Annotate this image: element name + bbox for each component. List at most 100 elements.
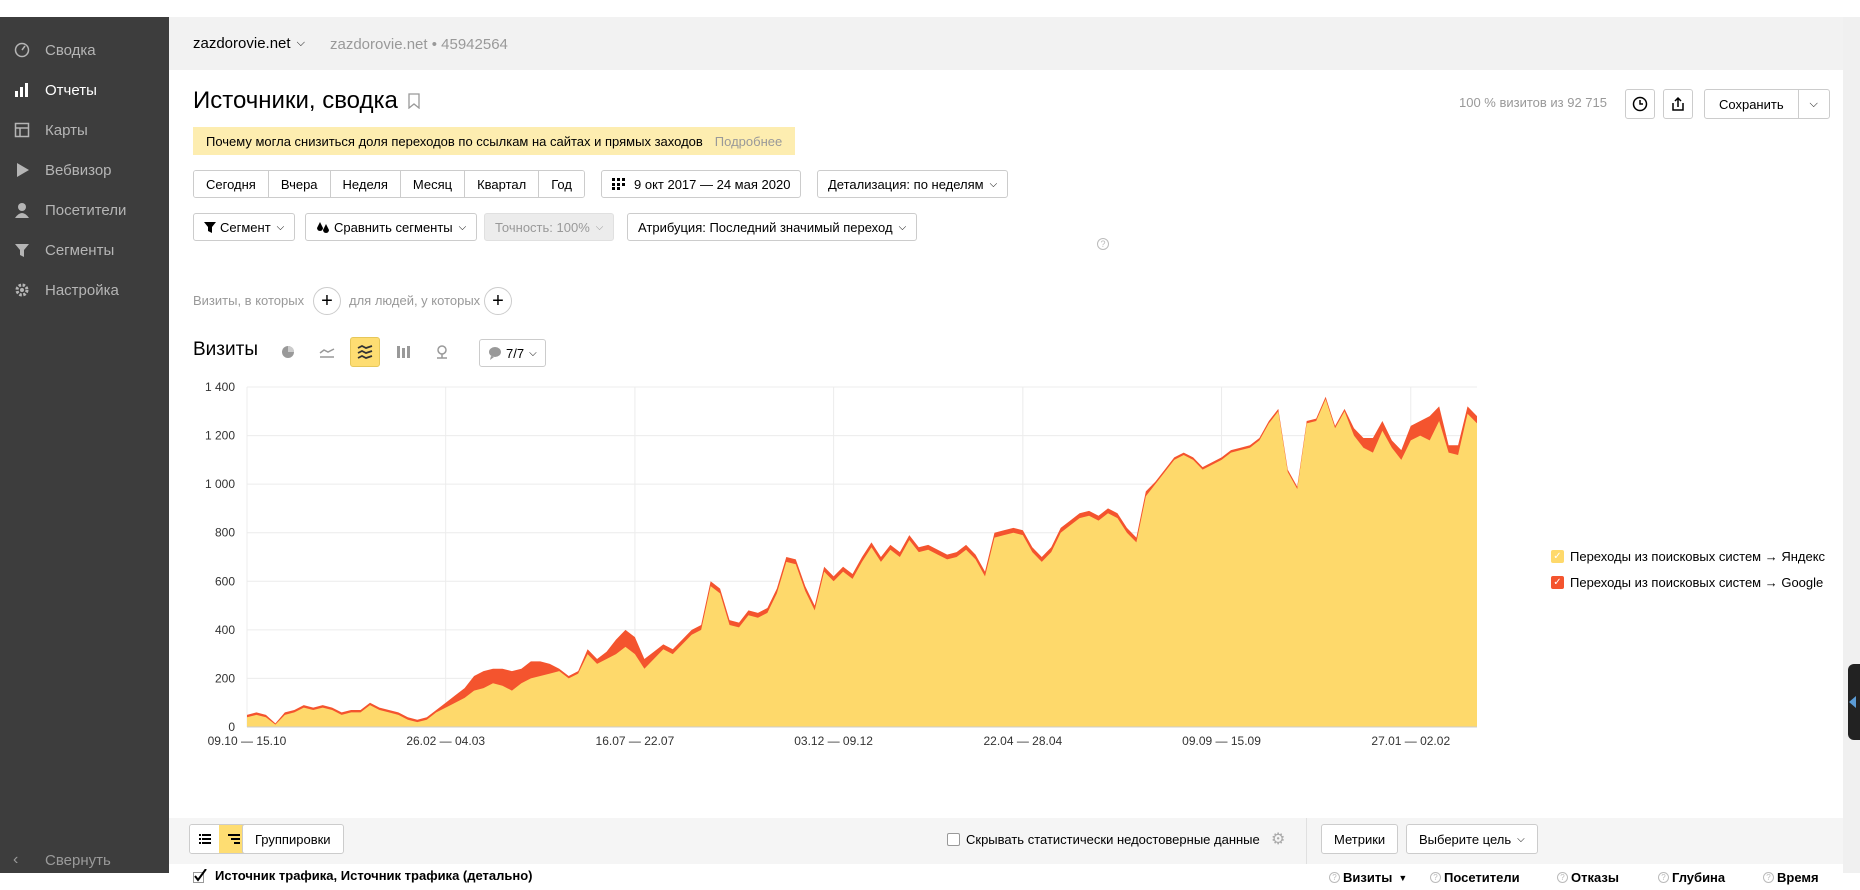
period-quarter[interactable]: Квартал [465,171,540,197]
bar-chart-view-button[interactable] [389,337,419,367]
add-people-condition-button[interactable]: + [484,287,512,315]
sidebar-item-label: Отчеты [45,81,97,99]
date-range-text: 9 окт 2017 — 24 мая 2020 [634,176,791,192]
info-banner-more-link[interactable]: Подробнее [714,133,783,149]
period-year[interactable]: Год [539,171,584,197]
notes-count: 7/7 [506,345,525,361]
map-pin-icon [437,345,447,359]
save-dropdown-button[interactable]: ⌵ [1799,98,1829,111]
chart-title: Визиты [193,339,258,360]
help-icon[interactable]: ? [1329,872,1340,883]
pie-chart-view-button[interactable] [273,337,303,367]
dimensions-header: Источник трафика, Источник трафика (дета… [193,868,533,883]
sidebar-item-summary[interactable]: Сводка [13,38,96,62]
sidebar-item-maps[interactable]: Карты [13,118,88,142]
column-visits[interactable]: ? Визиты ▼ [1329,870,1407,885]
column-bounces[interactable]: ? Отказы [1557,870,1619,885]
save-button[interactable]: Сохранить [1705,90,1799,118]
legend-label: Переходы из поисковых систем → Google [1570,575,1824,590]
chevron-left-icon: ‹ [13,851,19,868]
visits-condition-label: Визиты, в которых [193,293,305,308]
compare-icon [317,222,329,233]
line-chart-view-button[interactable] [312,337,342,367]
help-icon[interactable]: ? [1658,872,1669,883]
history-button[interactable] [1625,89,1655,119]
page-title-text: Источники, сводка [193,87,398,114]
save-button-group: Сохранить ⌵ [1704,89,1830,119]
x-tick-label: 03.12 — 09.12 [794,734,873,748]
column-visitors[interactable]: ? Посетители [1430,870,1520,885]
y-tick-label: 600 [215,574,235,588]
checkmark-icon[interactable] [193,868,207,883]
chevron-down-icon: ⌵ [276,221,285,233]
chevron-down-icon: ⌵ [595,221,604,233]
people-condition-label: для людей, у которых [349,293,481,308]
checkbox[interactable] [947,833,960,846]
x-tick-label: 16.07 — 22.07 [596,734,675,748]
counter-id: zazdorovie.net • 45942564 [330,36,508,53]
segment-dropdown[interactable]: Сегмент ⌵ [193,213,296,241]
x-tick-label: 22.04 — 28.04 [983,734,1062,748]
bookmark-icon[interactable] [408,93,420,109]
x-tick-label: 27.01 — 02.02 [1371,734,1450,748]
sidebar-item-visitors[interactable]: Посетители [13,198,126,222]
collapse-label: Свернуть [45,851,111,869]
sidebar-item-settings[interactable]: Настройка [13,278,119,302]
notes-dropdown[interactable]: 7/7 ⌵ [479,339,546,367]
column-label: Глубина [1672,870,1726,885]
y-tick-label: 1 000 [205,477,235,491]
column-label: Время [1777,870,1819,885]
checkbox-checked-icon: ✓ [1551,550,1564,563]
help-icon[interactable]: ? [1763,872,1774,883]
period-yesterday[interactable]: Вчера [268,171,331,197]
legend-item-google[interactable]: ✓ Переходы из поисковых систем → Google [1551,575,1825,590]
chevron-down-icon: ⌵ [296,37,305,49]
legend-item-yandex[interactable]: ✓ Переходы из поисковых систем → Яндекс [1551,549,1825,564]
help-icon[interactable]: ? [1557,872,1568,883]
column-time[interactable]: ? Время [1763,870,1819,885]
sidebar-item-reports[interactable]: Отчеты [13,78,97,102]
sidebar-item-segments[interactable]: Сегменты [13,238,114,262]
area-chart-view-button[interactable] [350,337,380,367]
groupings-button[interactable]: Группировки [242,824,344,854]
column-depth[interactable]: ? Глубина [1658,870,1725,885]
add-visit-condition-button[interactable]: + [313,287,341,315]
calendar-icon [612,178,625,190]
metrics-button[interactable]: Метрики [1321,824,1399,854]
flat-list-view-button[interactable] [190,825,219,853]
checkbox-checked-icon: ✓ [1551,576,1564,589]
period-week[interactable]: Неделя [330,171,401,197]
stacked-bar-icon [397,346,410,358]
help-icon[interactable]: ? [1097,238,1109,250]
comment-icon [489,347,501,360]
gear-icon [13,281,31,299]
y-tick-label: 0 [228,720,235,734]
counter-bar: zazdorovie.net ⌵ zazdorovie.net • 459425… [169,17,1860,70]
top-strip [0,0,1860,17]
y-tick-label: 200 [215,671,235,685]
period-today[interactable]: Сегодня [194,171,269,197]
column-label: Посетители [1444,870,1520,885]
collapse-sidebar-button[interactable]: ‹ Свернуть [13,851,111,869]
accuracy-dropdown[interactable]: Точность: 100% ⌵ [484,213,615,241]
attribution-dropdown[interactable]: Атрибуция: Последний значимый переход ⌵ [627,213,918,241]
scrollbar[interactable] [1843,17,1860,873]
chevron-down-icon: ⌵ [1517,833,1525,845]
dashboard-icon [13,41,31,59]
site-selector[interactable]: zazdorovie.net ⌵ [193,35,305,52]
export-button[interactable] [1663,89,1693,119]
help-icon[interactable]: ? [1430,872,1441,883]
sidebar-item-label: Сегменты [45,241,115,259]
compare-segments-dropdown[interactable]: Сравнить сегменты ⌵ [305,213,478,241]
chevron-down-icon: ⌵ [989,178,998,190]
choose-goal-dropdown[interactable]: Выберите цель ⌵ [1406,824,1538,854]
period-month[interactable]: Месяц [400,171,466,197]
map-view-button[interactable] [427,337,457,367]
date-range-picker[interactable]: 9 окт 2017 — 24 мая 2020 [601,170,802,198]
sidebar-item-webvisor[interactable]: Вебвизор [13,158,112,182]
detail-dropdown[interactable]: Детализация: по неделям ⌵ [817,170,1009,198]
side-panel-handle[interactable] [1848,664,1860,740]
hide-unreliable-toggle[interactable]: Скрывать статистически недостоверные дан… [947,832,1260,847]
gear-icon[interactable]: ⚙ [1271,831,1286,848]
sidebar-item-label: Посетители [45,201,127,219]
